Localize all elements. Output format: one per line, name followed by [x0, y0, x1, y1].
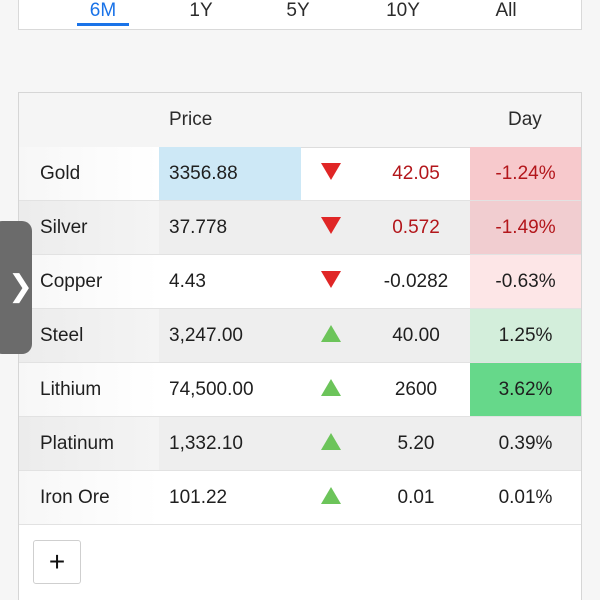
tab-6m[interactable]: 6M — [77, 0, 129, 28]
change-cell: 0.01 — [397, 487, 435, 508]
commodity-name: Gold — [19, 147, 159, 200]
commodity-name: Copper — [19, 255, 159, 308]
side-drawer-handle[interactable]: ❯ — [0, 221, 34, 354]
range-selector: 6M 1Y 5Y 10Y All — [18, 0, 582, 30]
table-row[interactable]: Iron Ore 101.22 0.01 0.01% — [19, 471, 581, 525]
up-arrow-icon — [301, 471, 361, 524]
day-change-cell: -1.24% — [470, 147, 581, 200]
commodity-name: Lithium — [19, 363, 159, 416]
price-cell: 3356.88 — [159, 147, 301, 200]
down-arrow-icon — [301, 255, 361, 308]
day-change-cell: -1.49% — [470, 201, 581, 254]
day-change-cell: 0.01% — [498, 487, 553, 508]
table-row[interactable]: Lithium 74,500.00 2600 3.62% — [19, 363, 581, 417]
change-cell: 5.20 — [397, 433, 435, 454]
commodity-name: Silver — [19, 201, 159, 254]
tab-10y[interactable]: 10Y — [386, 0, 420, 21]
header-day: Day — [508, 109, 542, 130]
up-arrow-icon — [301, 417, 361, 470]
price-cell: 74,500.00 — [169, 379, 254, 400]
table-row[interactable]: Steel 3,247.00 40.00 1.25% — [19, 309, 581, 363]
price-cell: 101.22 — [169, 487, 228, 508]
change-cell: 0.572 — [392, 217, 440, 238]
header-price: Price — [169, 109, 213, 130]
day-change-cell: 0.39% — [498, 433, 553, 454]
table-header: Price Day — [19, 93, 581, 148]
tab-5y[interactable]: 5Y — [286, 0, 310, 21]
price-cell: 3,247.00 — [169, 325, 243, 346]
up-arrow-icon — [301, 309, 361, 362]
down-arrow-icon — [301, 201, 361, 254]
table-row[interactable]: Gold 3356.88 42.05 -1.24% — [19, 147, 581, 201]
change-cell: 40.00 — [392, 325, 440, 346]
add-commodity-button[interactable]: + — [33, 540, 81, 584]
table-row[interactable]: Silver 37.778 0.572 -1.49% — [19, 201, 581, 255]
commodities-table: Price Day Gold 3356.88 42.05 -1.24% Silv… — [18, 92, 582, 600]
commodity-name: Iron Ore — [19, 471, 159, 524]
change-cell: 42.05 — [392, 163, 440, 184]
commodity-name: Steel — [19, 309, 159, 362]
day-change-cell: -0.63% — [470, 255, 581, 308]
down-arrow-icon — [301, 147, 361, 200]
table-row[interactable]: Platinum 1,332.10 5.20 0.39% — [19, 417, 581, 471]
day-change-cell: 1.25% — [470, 309, 581, 362]
price-cell: 4.43 — [169, 271, 206, 292]
change-cell: -0.0282 — [383, 271, 449, 292]
price-cell: 37.778 — [169, 217, 228, 238]
table-row[interactable]: Copper 4.43 -0.0282 -0.63% — [19, 255, 581, 309]
chevron-right-icon: ❯ — [8, 269, 34, 304]
tab-all[interactable]: All — [495, 0, 517, 21]
price-cell: 1,332.10 — [169, 433, 243, 454]
up-arrow-icon — [301, 363, 361, 416]
change-cell: 2600 — [394, 379, 438, 400]
commodity-name: Platinum — [19, 417, 159, 470]
tab-1y[interactable]: 1Y — [189, 0, 213, 21]
day-change-cell: 3.62% — [470, 363, 581, 416]
